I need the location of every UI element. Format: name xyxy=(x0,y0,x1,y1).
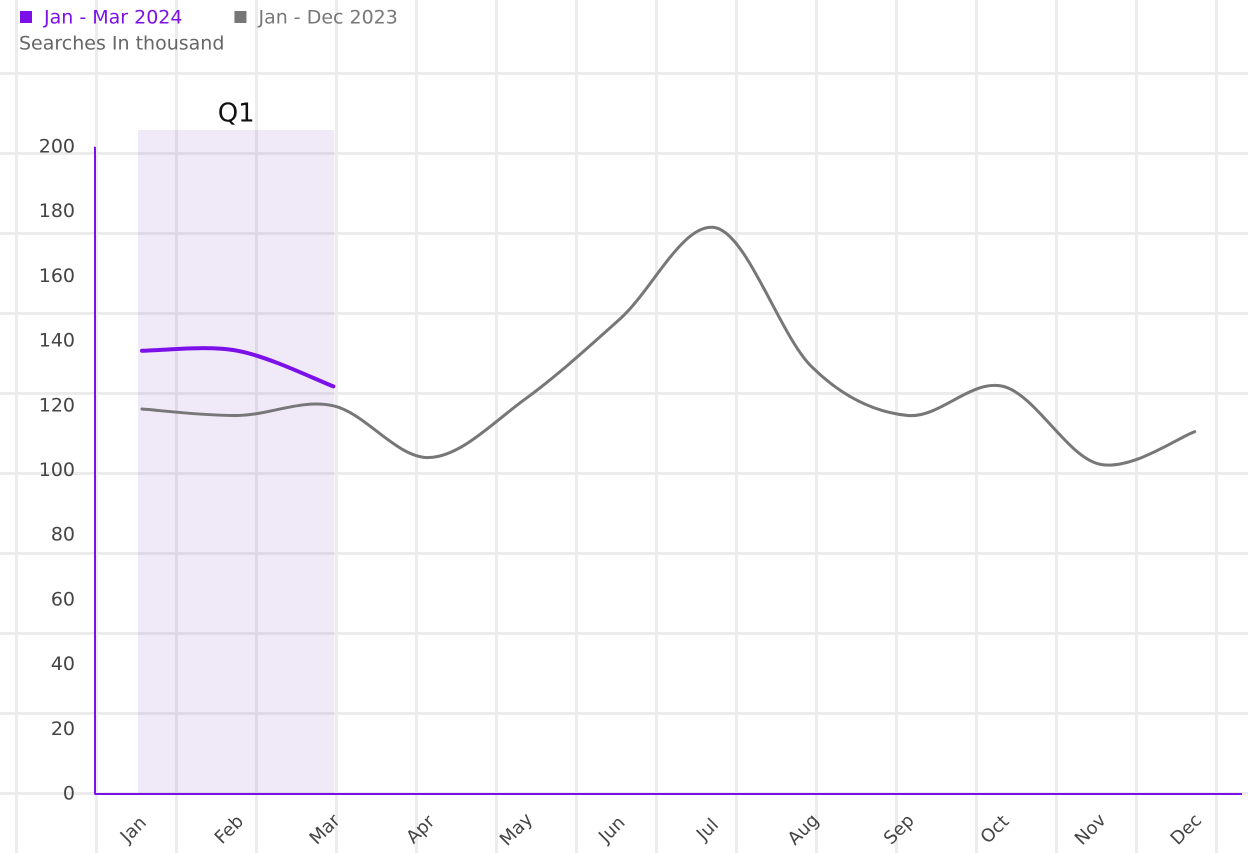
y-tick-label: 120 xyxy=(39,394,75,416)
y-tick-label: 0 xyxy=(63,783,75,805)
x-tick-label: Aug xyxy=(784,810,824,850)
y-tick-label: 100 xyxy=(39,459,75,481)
y-tick-label: 200 xyxy=(39,136,75,158)
x-tick-label: Feb xyxy=(211,811,248,848)
y-tick-label: 40 xyxy=(51,653,75,675)
annotation-label: Q1 xyxy=(218,99,255,129)
line xyxy=(140,225,1197,467)
x-tick-label: Mar xyxy=(306,810,345,849)
x-tick-label: Apr xyxy=(402,811,439,848)
line xyxy=(140,346,336,389)
legend-label: Jan - Dec 2023 xyxy=(257,7,397,29)
y-tick-label: 160 xyxy=(39,265,75,287)
x-tick-label: May xyxy=(496,809,537,850)
x-tick-label: Jun xyxy=(594,812,629,847)
legend-marker xyxy=(234,11,247,23)
axis-label: Searches In thousand xyxy=(19,33,224,55)
y-tick-label: 20 xyxy=(51,718,75,740)
legend-marker xyxy=(20,11,32,23)
y-tick-label: 80 xyxy=(51,524,75,546)
x-tick-label: Nov xyxy=(1071,810,1111,850)
y-tick-label: 180 xyxy=(39,200,75,222)
y-tick-label: 140 xyxy=(39,330,75,352)
annotation-band xyxy=(138,130,335,794)
x-tick-label: Dec xyxy=(1167,810,1206,849)
x-tick-label: Jul xyxy=(692,815,723,846)
x-tick-label: Jan xyxy=(116,812,151,847)
x-tick-label: Oct xyxy=(977,811,1014,848)
y-tick-label: 60 xyxy=(51,588,75,610)
x-tick-label: Sep xyxy=(880,810,919,849)
legend-label: Jan - Mar 2024 xyxy=(43,7,182,29)
